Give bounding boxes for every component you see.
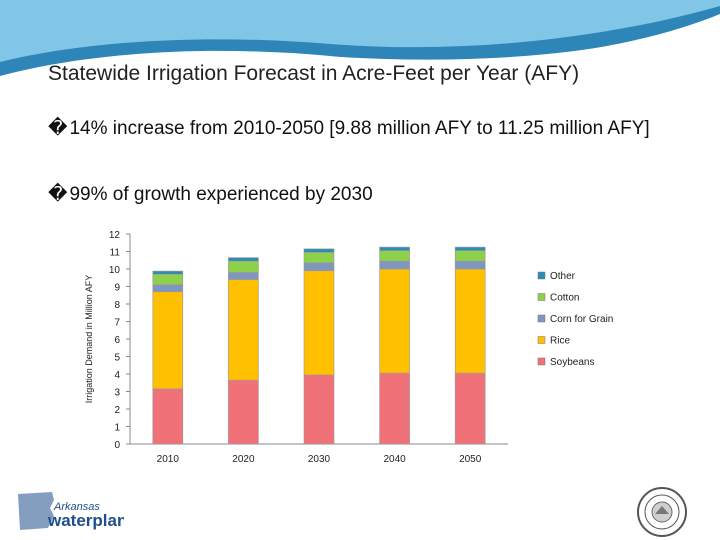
state-seal-icon [637,487,687,537]
y-tick-label: 12 [109,230,121,241]
bullet-text: 14% increase from 2010-2050 [9.88 millio… [69,118,650,139]
x-tick-label: 2010 [157,454,180,465]
legend-label: Corn for Grain [550,314,613,325]
bar-segment-other-2030 [303,248,335,253]
legend-label: Rice [550,336,570,347]
legend-swatch-rice [537,336,546,344]
y-tick-label: 8 [114,300,120,311]
bullet-marker: � [48,184,68,205]
bar-segment-soybeans-2020 [228,379,259,445]
bar-segment-corn-for-grain-2020 [228,272,259,280]
bar-segment-cotton-2020 [228,260,259,273]
bar-segment-corn-for-grain-2040 [379,260,410,270]
x-tick-label: 2020 [232,454,255,465]
y-tick-label: 0 [114,440,120,451]
legend-swatch-other [537,271,546,280]
bar-segment-rice-2020 [228,279,259,381]
arkansas-state-shape-icon [18,492,54,530]
bar-segment-corn-for-grain-2010 [152,284,184,293]
bar-segment-corn-for-grain-2030 [303,262,335,272]
bar-segment-cotton-2010 [152,273,184,286]
arkansas-water-plan-logo: Arkansas waterplan [18,492,124,530]
y-tick-label: 2 [114,405,120,416]
bar-segment-soybeans-2050 [454,372,486,445]
y-tick-label: 4 [114,370,120,381]
y-tick-label: 9 [114,283,120,294]
legend-label: Soybeans [550,357,594,368]
logo-text-arkansas: Arkansas [53,501,100,513]
bullet-growth: � 99% of growth experienced by 2030 [48,182,373,208]
bar-segment-soybeans-2010 [152,388,184,445]
bar-segment-other-2050 [454,246,486,251]
bar-segment-cotton-2030 [303,252,335,264]
bar-segment-cotton-2050 [454,250,486,262]
header-wave-light [0,0,720,62]
bar-segment-other-2020 [228,257,259,262]
legend-label: Other [550,271,576,282]
bullet-text: 99% of growth experienced by 2030 [69,184,373,205]
y-tick-label: 1 [114,423,120,434]
bar-segment-soybeans-2040 [379,372,410,445]
bar-segment-rice-2040 [379,268,410,374]
bar-segment-cotton-2040 [379,250,410,262]
bullet-marker: � [48,118,68,139]
legend-swatch-corn-for-grain [537,314,546,323]
bar-segment-other-2010 [152,270,184,275]
header-wave-line [0,17,720,79]
y-tick-label: 6 [114,335,120,346]
bar-segment-soybeans-2030 [303,374,335,445]
bar-segment-rice-2010 [152,291,184,390]
legend-label: Cotton [550,293,579,304]
header-wave-decoration [0,0,720,79]
x-tick-label: 2050 [459,454,482,465]
bullet-increase: � 14% increase from 2010-2050 [9.88 milli… [48,116,668,142]
y-tick-label: 5 [114,353,120,364]
y-tick-label: 3 [114,388,120,399]
slide-title: Statewide Irrigation Forecast in Acre-Fe… [48,62,580,85]
bar-segment-rice-2030 [303,270,335,376]
x-tick-label: 2040 [383,454,406,465]
legend-swatch-cotton [537,293,546,301]
y-tick-label: 7 [114,318,120,329]
bar-segment-corn-for-grain-2050 [454,260,486,270]
legend-swatch-soybeans [537,357,546,366]
y-tick-label: 11 [110,248,121,259]
x-tick-label: 2030 [308,454,331,465]
bar-segment-rice-2050 [454,268,486,374]
y-tick-label: 10 [109,265,121,276]
y-axis-title: Irrigation Demand in Million AFY [84,275,94,404]
bar-segment-other-2040 [379,246,410,251]
logo-text-waterplan: waterplan [47,511,124,530]
